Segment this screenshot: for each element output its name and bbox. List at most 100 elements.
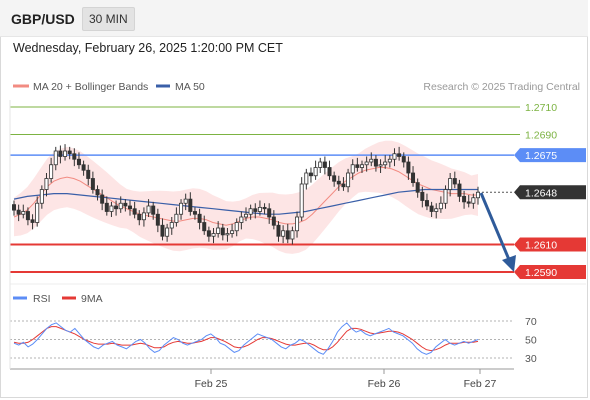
- candle-body: [211, 233, 216, 237]
- candle-body: [438, 202, 443, 210]
- rsi-line: [13, 322, 479, 355]
- candle-body: [58, 150, 63, 157]
- candle-body: [220, 227, 225, 236]
- candle-body: [234, 222, 239, 232]
- candle-body: [174, 213, 179, 223]
- candle-body: [206, 230, 211, 237]
- support-label: 1.2590: [525, 267, 557, 279]
- candle-body: [11, 204, 16, 211]
- candle-body: [406, 161, 411, 174]
- candle-body: [475, 191, 480, 199]
- ma9-legend-label: 9MA: [81, 293, 103, 305]
- candle-body: [243, 213, 248, 218]
- candle-body: [67, 150, 72, 155]
- candle-body: [327, 167, 332, 177]
- candle-body: [369, 158, 374, 163]
- candle-body: [63, 150, 68, 157]
- forecast-arrow: [479, 192, 516, 272]
- candle-body: [318, 161, 323, 168]
- ma50-legend-label: MA 50: [175, 81, 205, 93]
- chart-header: GBP/USD 30 MIN: [0, 0, 588, 37]
- candle-body: [39, 189, 44, 204]
- candle-body: [169, 222, 174, 229]
- candle-body: [16, 209, 21, 215]
- candle-body: [183, 198, 188, 204]
- candle-body: [290, 230, 295, 240]
- candle-body: [141, 212, 146, 221]
- candle-body: [322, 161, 327, 168]
- candle-body: [299, 183, 304, 218]
- candle-body: [151, 205, 156, 215]
- candle-body: [341, 183, 346, 188]
- candle-body: [262, 206, 267, 210]
- candle-body: [155, 213, 160, 226]
- candle-body: [346, 172, 351, 188]
- support-label: 1.2610: [525, 240, 557, 252]
- last-price-label: 1.2648: [525, 187, 557, 199]
- candle-body: [248, 208, 253, 215]
- candle-body: [383, 161, 388, 166]
- candle-body: [49, 164, 54, 179]
- candle-body: [295, 216, 300, 232]
- candle-body: [466, 201, 471, 204]
- candle-body: [253, 208, 258, 212]
- candle-body: [429, 205, 434, 212]
- candle-body: [415, 182, 420, 193]
- candle-body: [230, 230, 235, 234]
- candle-body: [308, 172, 313, 177]
- candle-body: [443, 189, 448, 204]
- candle-body: [90, 178, 95, 190]
- resistance-label: 1.2690: [525, 130, 557, 142]
- candle-body: [35, 202, 40, 223]
- rsi-ma9-line: [13, 326, 479, 352]
- candle-body: [30, 219, 35, 223]
- candle-body: [267, 208, 272, 218]
- timeframe-badge[interactable]: 30 MIN: [82, 7, 135, 31]
- candle-body: [146, 205, 151, 214]
- candle-body: [411, 172, 416, 184]
- candle-body: [192, 211, 197, 215]
- candle-body: [257, 206, 262, 212]
- candle-body: [160, 224, 165, 237]
- time-tick-label: Feb 27: [464, 378, 497, 390]
- candle-body: [336, 180, 341, 185]
- research-credit: Research © 2025 Trading Central: [423, 81, 580, 93]
- candle-body: [378, 164, 383, 167]
- candle-body: [86, 169, 91, 179]
- candle-body: [104, 202, 109, 212]
- ma20-legend-label: MA 20 + Bollinger Bands: [33, 81, 148, 93]
- time-tick-label: Feb 25: [195, 378, 228, 390]
- candle-body: [350, 164, 355, 174]
- candle-body: [127, 205, 132, 210]
- time-tick-label: Feb 26: [368, 378, 401, 390]
- candle-body: [281, 230, 286, 237]
- candle-body: [76, 158, 81, 166]
- candle-body: [457, 183, 462, 197]
- candle-body: [271, 216, 276, 226]
- candle-body: [397, 153, 402, 157]
- candle-body: [359, 164, 364, 168]
- resistance-label: 1.2710: [525, 102, 557, 114]
- candle-body: [202, 222, 207, 232]
- candle-body: [304, 172, 309, 185]
- rsi-axis-label: 30: [525, 353, 537, 365]
- candle-body: [448, 178, 453, 190]
- candle-body: [239, 216, 244, 223]
- candle-body: [420, 191, 425, 201]
- candle-body: [276, 224, 281, 237]
- candle-body: [132, 208, 137, 215]
- candle-body: [471, 197, 476, 204]
- currency-pair-title: GBP/USD: [11, 11, 75, 27]
- candle-body: [81, 164, 86, 171]
- candle-body: [118, 202, 123, 210]
- candle-body: [313, 167, 318, 177]
- candle-body: [123, 202, 128, 207]
- candle-body: [53, 150, 58, 166]
- candle-body: [225, 233, 230, 236]
- rsi-axis-label: 70: [525, 316, 537, 328]
- last-price-tag: [514, 185, 586, 200]
- candle-body: [109, 205, 114, 212]
- candle-body: [44, 178, 49, 190]
- candle-body: [387, 158, 392, 163]
